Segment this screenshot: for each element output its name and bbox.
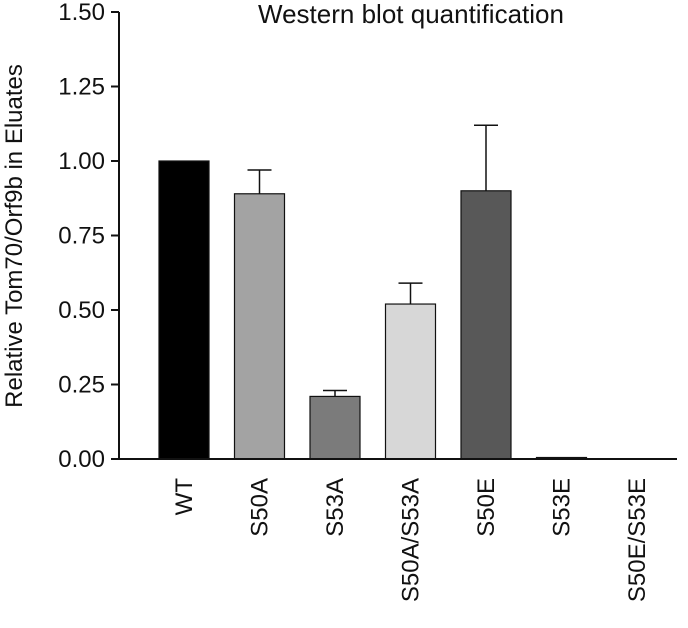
y-tick-label: 0.50 (58, 297, 105, 324)
y-tick-label: 0.25 (58, 372, 105, 399)
x-tick-label: S53A (322, 478, 349, 537)
x-tick-label: S53E (549, 478, 576, 537)
y-tick-label: 0.75 (58, 223, 105, 250)
y-axis-title: Relative Tom70/Orf9b in Eluates (1, 64, 28, 408)
bar (309, 395, 361, 460)
x-tick-label: S50A (247, 478, 274, 537)
y-tick-label: 1.25 (58, 74, 105, 101)
bar (460, 190, 512, 460)
x-tick-label: WT (171, 478, 198, 516)
x-axis: WT S50A S53A S50A/S53A S50E S53E S50E/S53E (119, 458, 677, 602)
bar (158, 160, 210, 460)
y-tick-label: 1.00 (58, 148, 105, 175)
x-tick-label: S50A/S53A (398, 478, 425, 602)
x-tick-label: S50E (473, 478, 500, 537)
x-tick-label: S50E/S53E (624, 478, 651, 602)
bars (158, 160, 588, 460)
error-bars (247, 124, 498, 397)
bar (384, 303, 437, 460)
y-tick-label: 0.00 (58, 446, 105, 473)
bar (233, 193, 286, 460)
y-axis: 0.00 0.25 0.50 0.75 1.00 1.25 1.50 (58, 0, 120, 473)
chart-title: Western blot quantification (258, 0, 564, 29)
y-tick-label: 1.50 (58, 0, 105, 26)
